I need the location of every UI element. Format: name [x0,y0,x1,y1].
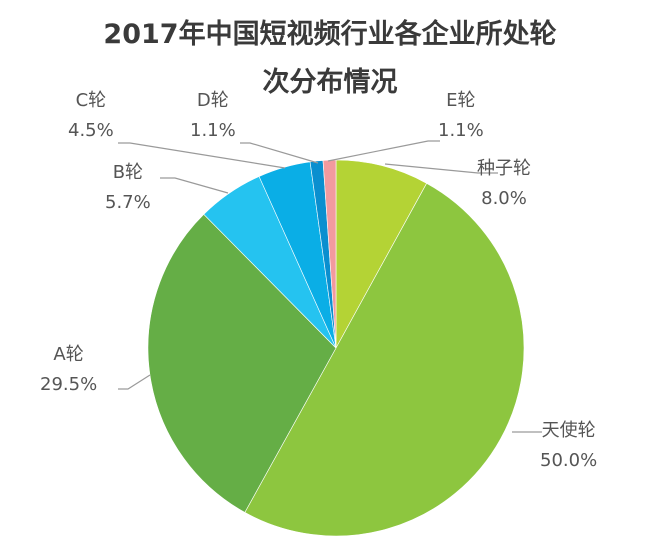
label-e: E轮 1.1% [438,90,484,141]
label-seed: 种子轮 8.0% [477,158,531,209]
leader-b [160,177,229,194]
leader-e [327,140,440,162]
label-angel: 天使轮 50.0% [540,420,598,471]
label-c: C轮 4.5% [68,90,114,141]
leader-d [240,142,319,164]
chart-title-line1: 2017年中国短视频行业各企业所处轮 [103,19,557,50]
label-d: D轮 1.1% [190,90,236,141]
pie-slice-angel [244,182,525,537]
pie-slice-a [147,213,337,513]
label-a: A轮 29.5% [40,344,98,395]
pie-slice-seed [335,159,428,349]
leader-a [118,374,151,390]
label-b: B轮 5.7% [105,162,151,213]
leader-seed [384,163,498,174]
chart-title-line2: 次分布情况 [262,67,398,98]
leader-c [118,142,286,169]
